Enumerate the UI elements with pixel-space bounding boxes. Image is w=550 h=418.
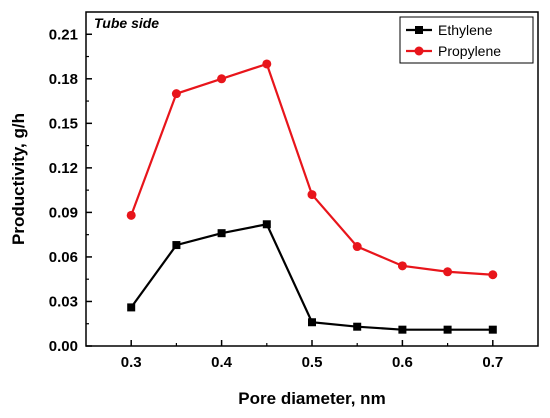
data-point-propylene [307, 190, 317, 200]
legend-marker-circle [414, 46, 424, 56]
data-point-ethylene [217, 229, 226, 238]
data-point-propylene [488, 270, 498, 280]
data-point-ethylene [398, 325, 407, 334]
legend-label: Propylene [438, 43, 501, 59]
y-tick-label: 0.21 [49, 26, 78, 43]
data-point-propylene [352, 242, 362, 252]
x-tick-label: 0.4 [211, 354, 233, 371]
y-tick-label: 0.03 [49, 293, 78, 310]
y-axis: 0.00 0.03 0.06 0.09 0.12 0.15 0.18 0.21 [49, 26, 92, 355]
data-point-ethylene [262, 220, 271, 229]
y-tick-label: 0.06 [49, 249, 78, 266]
legend-box [399, 16, 534, 64]
series-layer [126, 59, 498, 334]
x-tick-label: 0.3 [121, 354, 142, 371]
x-tick-label: 0.5 [302, 354, 323, 371]
y-tick-label: 0.15 [49, 115, 78, 132]
data-point-propylene [126, 210, 136, 220]
x-axis: 0.3 0.4 0.5 0.6 0.7 [121, 340, 503, 371]
data-point-ethylene [127, 303, 136, 312]
series-propylene [126, 59, 498, 280]
series-line-ethylene [130, 223, 493, 331]
y-axis-title: Productivity, g/h [9, 113, 28, 245]
legend-item: Ethylene [406, 22, 493, 38]
data-point-ethylene [353, 322, 362, 331]
x-tick-label: 0.7 [482, 354, 503, 371]
legend-item: Propylene [406, 43, 501, 59]
legend: Ethylene Propylene [399, 16, 534, 64]
y-tick-label: 0.12 [49, 160, 78, 177]
x-axis-title: Pore diameter, nm [238, 389, 385, 408]
data-point-propylene [262, 59, 272, 69]
legend-label: Ethylene [438, 22, 493, 38]
y-tick-label: 0.18 [49, 71, 78, 88]
y-tick-label: 0.09 [49, 204, 78, 221]
y-tick-label: 0.00 [49, 338, 78, 355]
data-point-propylene [217, 74, 227, 84]
data-point-ethylene [443, 325, 452, 334]
legend-marker-square [415, 26, 423, 34]
x-tick-label: 0.6 [392, 354, 413, 371]
chart-annotation: Tube side [94, 15, 159, 31]
data-point-ethylene [308, 318, 316, 327]
data-point-propylene [443, 267, 453, 277]
series-ethylene [127, 220, 497, 334]
data-point-ethylene [172, 241, 181, 250]
data-point-propylene [397, 261, 407, 271]
data-point-ethylene [488, 325, 497, 334]
data-point-propylene [171, 89, 181, 99]
